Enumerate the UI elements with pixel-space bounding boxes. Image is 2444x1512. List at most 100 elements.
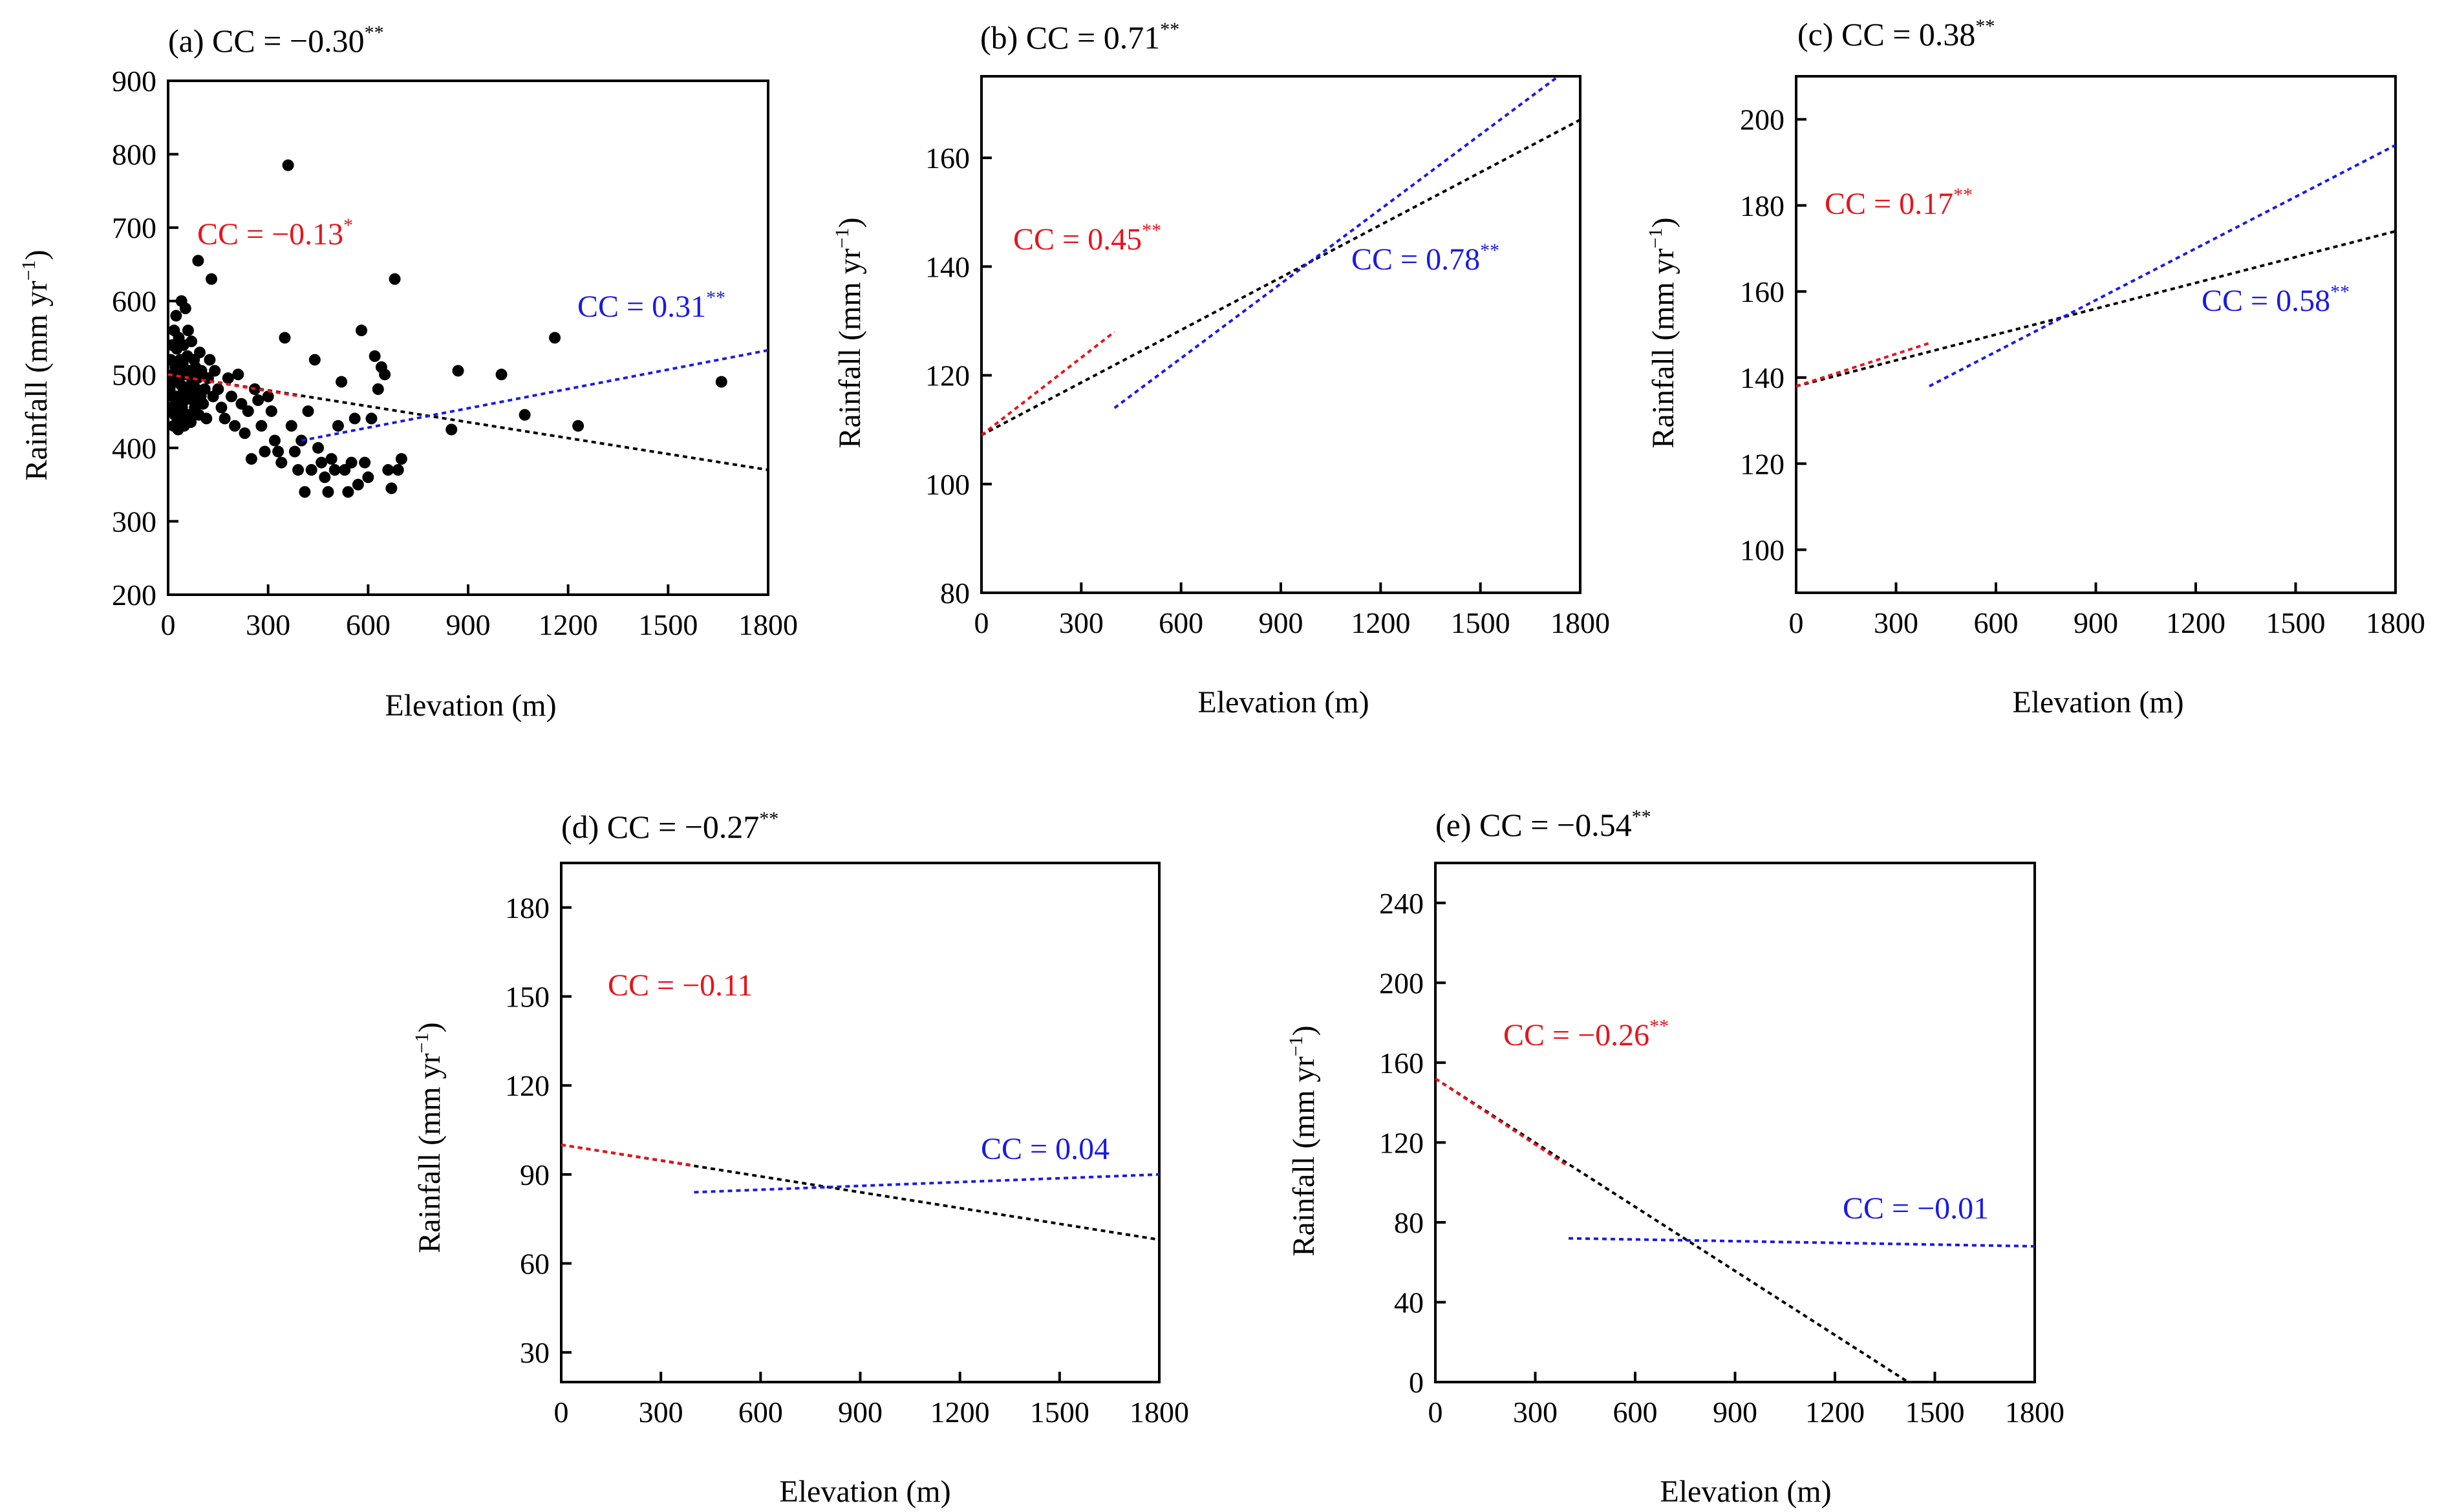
data-point bbox=[285, 420, 297, 432]
data-point bbox=[215, 401, 228, 414]
data-point bbox=[305, 463, 317, 476]
x-axis-label: Elevation (m) bbox=[779, 1475, 950, 1509]
data-point bbox=[495, 368, 508, 381]
trend-line-all bbox=[1796, 229, 2396, 388]
plot-area bbox=[168, 159, 768, 498]
y-tick-label: 400 bbox=[112, 432, 156, 465]
data-point bbox=[262, 390, 274, 403]
y-axis-label: Rainfall (mm yr−1) bbox=[831, 217, 867, 448]
data-point bbox=[369, 350, 381, 362]
y-axis-label: Rainfall (mm yr−1) bbox=[18, 250, 54, 480]
panel-d: (d) CC = −0.27** Rainfall (mm yr−1) Elev… bbox=[411, 808, 1189, 1509]
x-tick-label: 1800 bbox=[2005, 1396, 2064, 1429]
trend-line-low bbox=[561, 1143, 694, 1167]
panel-title: (b) CC = 0.71** bbox=[980, 19, 1179, 56]
data-point bbox=[182, 325, 194, 337]
y-tick-label: 200 bbox=[1740, 103, 1785, 136]
y-tick-label: 80 bbox=[1394, 1206, 1424, 1239]
data-point bbox=[342, 486, 354, 498]
cc-low-label: CC = −0.11 bbox=[608, 968, 753, 1003]
data-point bbox=[345, 456, 358, 469]
x-tick-label: 900 bbox=[2074, 606, 2118, 639]
x-tick-label: 1200 bbox=[2166, 606, 2225, 639]
y-tick-label: 120 bbox=[925, 359, 970, 392]
data-point bbox=[385, 482, 398, 495]
data-point bbox=[282, 159, 294, 171]
cc-high-label: CC = 0.58** bbox=[2202, 281, 2350, 318]
trend-line-high bbox=[1568, 1237, 2035, 1248]
trend-line-low bbox=[168, 373, 302, 398]
x-tick-label: 600 bbox=[1974, 606, 2019, 639]
data-point bbox=[222, 372, 234, 384]
data-point bbox=[389, 273, 401, 285]
x-tick-label: 1500 bbox=[2266, 606, 2326, 639]
data-point bbox=[255, 420, 268, 432]
y-tick-label: 800 bbox=[112, 138, 156, 171]
cc-high-label: CC = 0.04 bbox=[981, 1132, 1109, 1166]
plot-frame bbox=[167, 80, 769, 596]
y-tick-label: 200 bbox=[112, 579, 156, 612]
data-point bbox=[452, 365, 464, 377]
x-tick-label: 300 bbox=[1059, 606, 1104, 639]
data-point bbox=[332, 420, 344, 432]
x-tick-label: 0 bbox=[974, 606, 989, 639]
data-point bbox=[259, 445, 271, 458]
x-tick-label: 1500 bbox=[638, 608, 698, 641]
x-tick-label: 1500 bbox=[1905, 1396, 1965, 1429]
cc-low-label: CC = 0.17** bbox=[1825, 184, 1973, 221]
data-point bbox=[445, 423, 458, 436]
x-tick-label: 1200 bbox=[1351, 606, 1410, 639]
cc-high-label: CC = −0.01 bbox=[1843, 1191, 1989, 1226]
data-point bbox=[292, 463, 305, 476]
data-point bbox=[268, 434, 281, 447]
x-axis-label: Elevation (m) bbox=[2012, 685, 2183, 719]
x-axis-label: Elevation (m) bbox=[1660, 1475, 1831, 1509]
x-tick-label: 0 bbox=[554, 1396, 569, 1429]
data-point bbox=[379, 368, 391, 381]
y-tick-label: 80 bbox=[940, 577, 970, 610]
y-tick-label: 60 bbox=[520, 1247, 550, 1280]
data-point bbox=[279, 332, 291, 344]
data-point bbox=[325, 453, 338, 465]
plot-frame bbox=[980, 75, 1581, 594]
data-point bbox=[186, 335, 198, 348]
x-tick-label: 900 bbox=[446, 608, 491, 641]
data-point bbox=[322, 486, 334, 498]
cc-low-label: CC = −0.13* bbox=[197, 215, 353, 251]
data-point bbox=[225, 390, 237, 403]
panel-title: (e) CC = −0.54** bbox=[1435, 806, 1651, 843]
x-tick-label: 1500 bbox=[1451, 606, 1510, 639]
y-tick-label: 180 bbox=[1740, 189, 1785, 222]
x-tick-label: 1500 bbox=[1030, 1396, 1089, 1429]
data-point bbox=[193, 346, 206, 359]
x-tick-label: 300 bbox=[1874, 606, 1918, 639]
data-point bbox=[198, 383, 211, 395]
x-tick-label: 900 bbox=[1713, 1396, 1757, 1429]
data-point bbox=[206, 273, 218, 285]
data-point bbox=[185, 416, 197, 429]
data-point bbox=[209, 365, 221, 377]
data-point bbox=[288, 445, 301, 458]
x-axis-label: Elevation (m) bbox=[1197, 685, 1369, 719]
y-tick-label: 200 bbox=[1379, 966, 1424, 999]
y-axis-label: Rainfall (mm yr−1) bbox=[1645, 217, 1680, 448]
data-point bbox=[232, 368, 244, 381]
x-tick-label: 1800 bbox=[1130, 1396, 1189, 1429]
y-tick-label: 240 bbox=[1379, 887, 1424, 920]
data-point bbox=[242, 405, 254, 418]
x-tick-label: 1800 bbox=[738, 608, 798, 641]
trend-line-high bbox=[1113, 76, 1561, 409]
panel-title: (c) CC = 0.38** bbox=[1797, 16, 1995, 52]
y-tick-label: 160 bbox=[925, 142, 970, 175]
y-tick-label: 900 bbox=[112, 65, 156, 98]
y-tick-label: 160 bbox=[1379, 1047, 1424, 1080]
y-tick-label: 120 bbox=[1379, 1126, 1424, 1159]
x-tick-label: 600 bbox=[738, 1396, 783, 1429]
data-point bbox=[319, 471, 331, 484]
x-axis-label: Elevation (m) bbox=[385, 688, 556, 723]
data-point bbox=[372, 383, 384, 395]
data-point bbox=[302, 405, 314, 418]
data-point bbox=[275, 456, 288, 469]
data-point bbox=[252, 394, 264, 407]
plot-frame bbox=[1434, 862, 2036, 1383]
